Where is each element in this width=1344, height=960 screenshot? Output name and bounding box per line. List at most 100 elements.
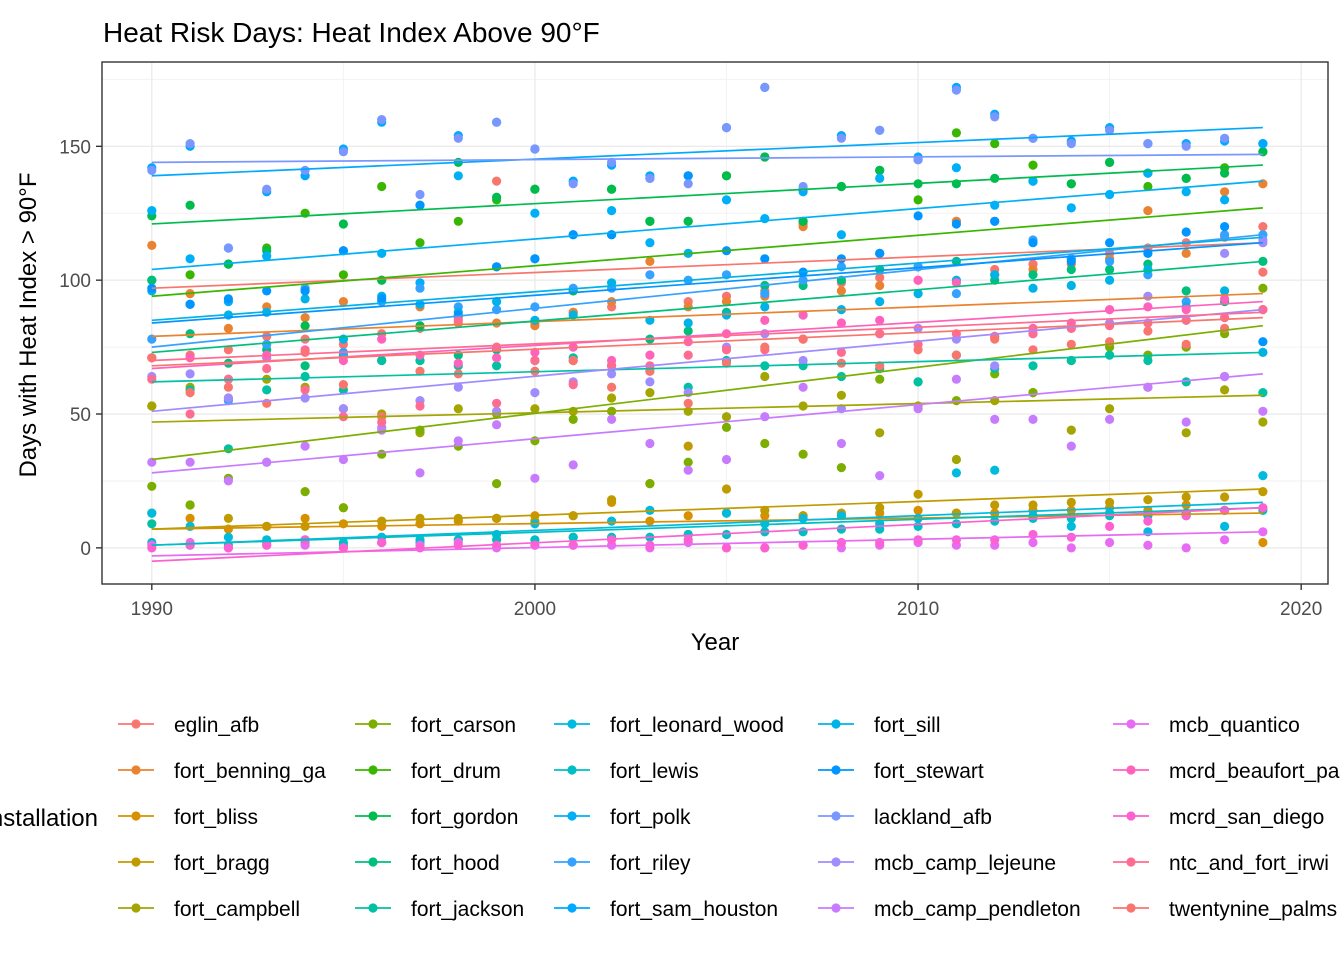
data-point <box>1181 543 1191 553</box>
data-point <box>836 524 847 534</box>
trend-line <box>151 488 1263 530</box>
data-point <box>185 299 195 309</box>
data-point <box>415 366 425 376</box>
data-point <box>185 200 195 210</box>
data-point <box>1028 361 1038 371</box>
data-point <box>836 390 847 400</box>
data-point <box>530 473 540 483</box>
data-point <box>147 240 157 250</box>
data-point <box>415 238 425 248</box>
x-tick-label: 2020 <box>1280 599 1322 620</box>
data-point <box>530 144 540 154</box>
data-point <box>453 436 463 446</box>
data-point <box>492 353 502 363</box>
trend-line <box>151 233 1263 348</box>
y-tick-label: 150 <box>59 137 91 158</box>
data-point <box>185 139 195 149</box>
data-point <box>453 382 463 392</box>
data-point <box>1181 141 1191 151</box>
legend: installation eglin_afbfort_benning_gafor… <box>0 714 1340 921</box>
legend-label: fort_leonard_wood <box>610 714 784 737</box>
data-point <box>568 414 578 424</box>
data-point <box>568 179 578 189</box>
trend-line <box>151 394 1263 423</box>
data-point <box>1258 537 1268 548</box>
legend-label: fort_campbell <box>174 898 300 921</box>
data-point <box>683 179 693 189</box>
data-point <box>875 503 885 513</box>
data-point <box>185 270 195 280</box>
legend-label: fort_benning_ga <box>174 760 326 783</box>
data-point <box>377 294 387 304</box>
data-point <box>223 543 233 553</box>
y-tick-label: 50 <box>70 405 91 426</box>
data-point <box>453 216 463 226</box>
data-point <box>1220 222 1230 232</box>
data-point <box>875 248 885 258</box>
data-point <box>1105 238 1115 248</box>
data-point <box>492 192 502 202</box>
data-point <box>913 404 923 414</box>
trend-line <box>151 292 1263 338</box>
data-point <box>721 543 732 553</box>
y-tick-label: 0 <box>80 539 91 560</box>
data-point <box>1143 516 1153 526</box>
trend-line <box>151 241 1263 290</box>
legend-key-point <box>831 903 841 913</box>
legend-key-point <box>567 903 577 913</box>
data-point <box>1143 291 1153 301</box>
data-point <box>377 355 387 366</box>
data-point <box>300 385 310 395</box>
data-point <box>415 283 425 293</box>
data-point <box>1258 471 1268 481</box>
data-point <box>607 157 617 167</box>
data-point <box>721 508 732 518</box>
data-point <box>951 85 962 95</box>
trend-line <box>151 373 1263 474</box>
legend-label: fort_drum <box>411 760 501 783</box>
legend-label: fort_lewis <box>610 760 699 783</box>
data-point <box>147 401 157 411</box>
data-point <box>1143 139 1153 149</box>
data-point <box>721 297 732 307</box>
data-point <box>568 230 578 240</box>
data-point <box>1258 406 1268 416</box>
data-point <box>492 513 502 524</box>
data-point <box>377 449 387 459</box>
data-point <box>1066 441 1076 451</box>
data-point <box>721 358 732 368</box>
data-point <box>913 505 923 515</box>
data-point <box>875 272 885 283</box>
data-point <box>147 481 157 491</box>
data-point <box>875 315 885 325</box>
data-point <box>1258 283 1268 293</box>
data-point <box>338 270 348 280</box>
data-point <box>530 404 540 414</box>
data-point <box>875 471 885 481</box>
data-point <box>913 289 923 299</box>
legend-key-point <box>368 857 378 867</box>
data-point <box>1028 537 1038 548</box>
data-point <box>300 286 310 296</box>
data-point <box>530 208 540 218</box>
data-point <box>683 457 693 467</box>
data-point <box>875 374 885 384</box>
data-point <box>721 123 732 133</box>
legend-key-point <box>368 811 378 821</box>
data-point <box>453 540 463 550</box>
data-point <box>1220 286 1230 296</box>
legend-key-point <box>131 765 141 775</box>
data-point <box>607 495 617 505</box>
data-point <box>1105 321 1115 331</box>
data-point <box>607 393 617 403</box>
legend-key-point <box>831 719 841 729</box>
data-point <box>951 219 962 229</box>
data-point <box>377 537 387 548</box>
legend-key-point <box>131 857 141 867</box>
legend-label: lackland_afb <box>874 806 992 829</box>
data-point <box>836 438 847 449</box>
data-point <box>951 128 962 138</box>
data-point <box>223 294 233 304</box>
data-point <box>721 195 732 205</box>
data-point <box>760 152 770 162</box>
